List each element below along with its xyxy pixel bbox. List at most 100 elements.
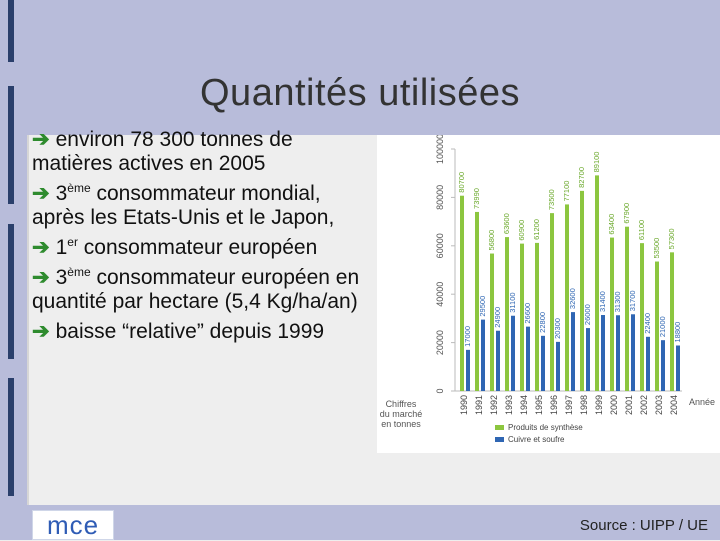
y-tick-label: 100000	[435, 135, 445, 164]
bar-synthese	[505, 237, 509, 391]
bar-cuivre-soufre	[616, 315, 620, 391]
bullet-superscript: er	[67, 235, 78, 249]
source-note: Source : UIPP / UE	[579, 517, 708, 534]
data-label-cuivre-soufre: 31400	[598, 291, 607, 312]
bar-synthese	[565, 204, 569, 391]
legend-swatch-synthese	[495, 425, 504, 430]
bar-chart: 0 20000 40000 60000 80000 100000 80700 17000 199…	[380, 135, 715, 444]
bar-cuivre-soufre	[661, 340, 665, 391]
x-tick-label: 1991	[474, 395, 484, 415]
bullet-item: ➔ 1er consommateur européen	[32, 236, 377, 260]
y-tick-label: 60000	[435, 233, 445, 258]
x-tick-label: 1992	[489, 395, 499, 415]
x-tick-label: 1993	[504, 395, 514, 415]
bullet-superscript: ème	[67, 181, 91, 195]
bullet-prefix: 1	[55, 236, 68, 259]
legend-label-synthese: Produits de synthèse	[508, 423, 583, 432]
bar-cuivre-soufre	[556, 341, 560, 391]
x-tick-label: 1990	[459, 395, 469, 415]
bar-cuivre-soufre	[631, 314, 635, 391]
bullet-list: ➔ environ 78 300 tonnes de matières activ…	[32, 128, 377, 350]
y-tick-label: 80000	[435, 185, 445, 210]
data-label-cuivre-soufre: 29500	[478, 296, 487, 317]
bullet-text: baisse “relative” depuis 1999	[55, 320, 325, 343]
bar-synthese	[535, 242, 539, 391]
data-label-cuivre-soufre: 31700	[628, 290, 637, 311]
bar-cuivre-soufre	[511, 315, 515, 391]
data-label-cuivre-soufre: 31300	[613, 291, 622, 312]
right-arrow-icon: ➔	[32, 128, 50, 151]
data-label-cuivre-soufre: 24900	[493, 307, 502, 328]
bar-synthese	[595, 175, 599, 391]
slide-title: Quantités utilisées	[200, 72, 520, 114]
bar-synthese	[640, 243, 644, 391]
y-tick-label: 20000	[435, 330, 445, 355]
y-axis-title: Chiffres	[386, 399, 417, 409]
bullet-text: consommateur mondial, après les Etats-Un…	[32, 182, 335, 229]
bar-synthese	[625, 226, 629, 391]
chart-panel: 0 20000 40000 60000 80000 100000 80700 17000 199…	[377, 135, 720, 453]
legend-swatch-cuivre-soufre	[495, 437, 504, 442]
strip-segment	[8, 0, 14, 62]
data-label-synthese: 60900	[517, 220, 526, 241]
bullet-prefix: 3	[55, 182, 68, 205]
data-label-cuivre-soufre: 22400	[643, 313, 652, 334]
bar-cuivre-soufre	[676, 345, 680, 391]
bar-cuivre-soufre	[466, 349, 470, 391]
left-decorative-strip	[0, 0, 28, 540]
bar-synthese	[460, 195, 464, 391]
bar-synthese	[610, 237, 614, 391]
bar-synthese	[475, 211, 479, 391]
data-label-synthese: 73500	[547, 189, 556, 210]
footer-band	[0, 505, 720, 540]
data-label-synthese: 56800	[487, 230, 496, 251]
data-label-synthese: 61100	[637, 220, 646, 240]
mce-logo: mce	[32, 510, 114, 540]
x-tick-label: 2002	[639, 395, 649, 415]
data-label-synthese: 80700	[457, 172, 466, 193]
data-label-cuivre-soufre: 26000	[583, 304, 592, 325]
bullet-superscript: ème	[67, 265, 91, 279]
bar-cuivre-soufre	[526, 326, 530, 391]
data-label-cuivre-soufre: 21000	[658, 316, 667, 337]
data-label-synthese: 63600	[502, 213, 511, 234]
data-label-cuivre-soufre: 32600	[568, 288, 577, 309]
y-axis-title: en tonnes	[381, 419, 421, 429]
data-label-synthese: 77100	[562, 181, 571, 202]
x-tick-label: 1996	[549, 395, 559, 415]
bullet-text: consommateur européen en quantité par he…	[32, 266, 360, 313]
bullet-item: ➔ 3ème consommateur mondial, après les Et…	[32, 182, 377, 230]
bar-synthese	[520, 243, 524, 391]
bar-cuivre-soufre	[646, 336, 650, 391]
bar-cuivre-soufre	[571, 312, 575, 391]
legend-label-cuivre-soufre: Cuivre et soufre	[508, 435, 565, 444]
data-label-cuivre-soufre: 26600	[523, 303, 532, 324]
bullet-item: ➔ 3ème consommateur européen en quantité …	[32, 266, 377, 314]
right-arrow-icon: ➔	[32, 266, 50, 289]
strip-segment	[8, 378, 14, 496]
bar-cuivre-soufre	[496, 330, 500, 391]
bullet-text: consommateur européen	[77, 236, 318, 259]
x-tick-label: 2004	[669, 395, 679, 415]
bar-cuivre-soufre	[601, 315, 605, 391]
bar-synthese	[490, 253, 494, 391]
data-label-synthese: 73990	[472, 188, 481, 209]
data-label-synthese: 82700	[577, 167, 586, 188]
vertical-divider	[27, 135, 29, 505]
data-label-synthese: 61200	[532, 219, 541, 240]
strip-segment	[8, 224, 14, 359]
bar-synthese	[580, 190, 584, 391]
x-tick-label: 1999	[594, 395, 604, 415]
left-margin	[0, 0, 28, 540]
x-tick-label: 2001	[624, 395, 634, 415]
data-label-synthese: 89100	[592, 152, 601, 173]
x-tick-label: 2000	[609, 395, 619, 415]
data-label-cuivre-soufre: 31100	[508, 292, 517, 312]
bar-synthese	[550, 213, 554, 391]
strip-segment	[8, 86, 14, 204]
x-tick-label: 1995	[534, 395, 544, 415]
title-band	[0, 0, 720, 135]
y-tick-label: 40000	[435, 282, 445, 307]
x-tick-label: 1997	[564, 395, 574, 415]
data-label-cuivre-soufre: 22800	[538, 312, 547, 333]
